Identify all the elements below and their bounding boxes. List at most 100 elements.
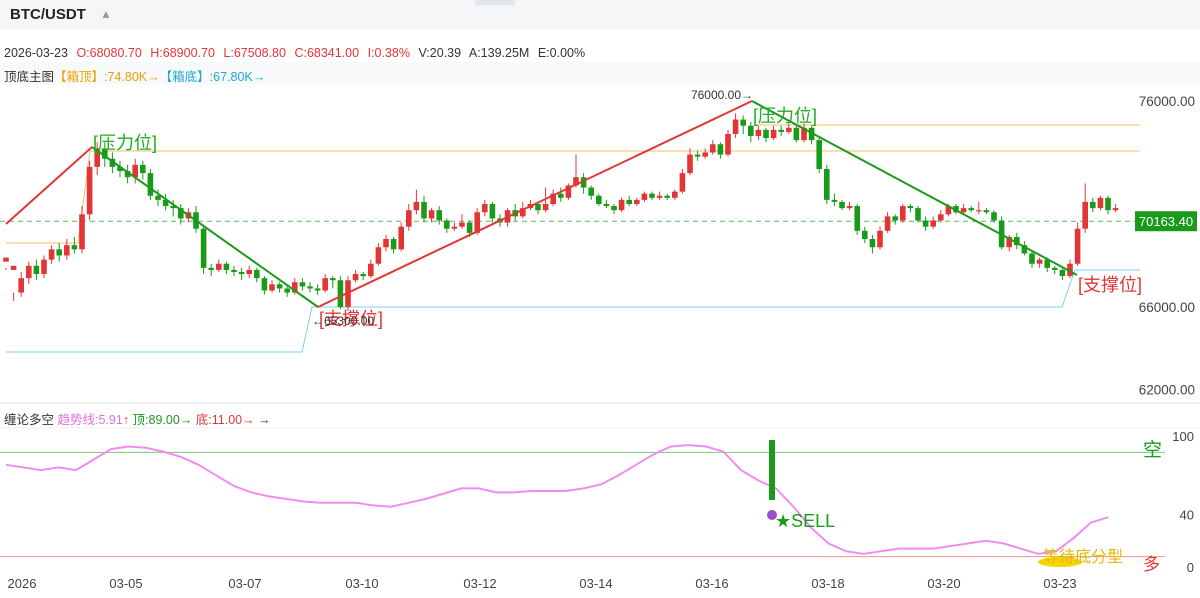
- main-indicator-name[interactable]: 顶底主图: [4, 70, 55, 84]
- box-bottom-label: 【箱底】: [159, 70, 210, 84]
- candle-body: [1021, 245, 1028, 254]
- candle-body: [41, 259, 47, 275]
- sell-signal-bar: [769, 440, 775, 500]
- candle-body: [140, 164, 146, 174]
- candle-body: [1059, 269, 1066, 277]
- box-top-line-early: [6, 150, 1140, 244]
- candle-body: [1036, 259, 1043, 264]
- candle-body: [793, 127, 800, 141]
- time-axis-label: 03-10: [345, 576, 378, 591]
- time-axis-label: 03-18: [811, 576, 844, 591]
- candle-body: [801, 127, 807, 141]
- waiting-signal-label: 等待底分型: [1043, 548, 1123, 566]
- candle-body: [892, 216, 898, 221]
- main-indicator-bar: [0, 62, 1200, 84]
- peak-price-label: 76000.00→: [691, 88, 753, 102]
- pressure-annotation: [压力位]: [753, 106, 817, 126]
- candle-body: [216, 263, 222, 270]
- candle-body: [687, 154, 693, 174]
- uptrend-line-2: [317, 100, 753, 308]
- candle-body: [596, 195, 602, 204]
- candle-body: [938, 214, 944, 221]
- candle-body: [307, 286, 313, 289]
- candle-body: [48, 249, 55, 260]
- short-signal-label: 空: [1143, 439, 1162, 461]
- candle-body: [1052, 267, 1058, 270]
- candle-body: [444, 220, 450, 229]
- candle-body: [178, 208, 184, 219]
- candle-body: [786, 127, 792, 132]
- uptrend-line-1: [5, 146, 93, 225]
- candle-body: [1044, 259, 1050, 268]
- candle-body: [1029, 253, 1035, 264]
- bottom-level-value: 底:11.00→: [195, 413, 255, 427]
- candle-body: [854, 206, 860, 231]
- candle-body: [900, 206, 906, 221]
- candle-body: [694, 154, 701, 157]
- candle-body: [352, 274, 359, 281]
- sub-indicator-legend[interactable]: 缠论多空 趋势线:5.91↑ 顶:89.00→ 底:11.00→ →: [4, 409, 271, 428]
- candle-body: [375, 247, 382, 264]
- top-header: [0, 0, 1200, 30]
- candle-body: [360, 274, 366, 277]
- candle-body: [748, 125, 754, 137]
- time-axis-label: 2026: [8, 576, 37, 591]
- candle-body: [436, 210, 442, 221]
- pressure-annotation: [压力位]: [93, 133, 157, 153]
- candle-body: [1097, 197, 1104, 209]
- ohlc-volume: V:20.39: [418, 46, 462, 60]
- candle-body: [664, 195, 670, 198]
- candle-body: [269, 284, 275, 291]
- candle-body: [991, 212, 997, 221]
- candle-body: [383, 239, 389, 248]
- candle-body: [656, 195, 663, 198]
- candle-body: [831, 199, 838, 202]
- candle-body: [238, 271, 245, 275]
- candle-body: [702, 152, 708, 157]
- candle-body: [634, 199, 640, 204]
- candle-body: [839, 201, 845, 209]
- support-annotation: [支撑位]: [319, 309, 383, 329]
- main-indicator-legend[interactable]: 顶底主图【箱顶】:74.80K→【箱底】:67.80K→: [4, 66, 265, 85]
- candle-body: [922, 220, 929, 227]
- candle-body: [740, 119, 746, 126]
- symbol-name[interactable]: BTC/USDT: [10, 6, 86, 23]
- time-axis-label: 03-05: [109, 576, 142, 591]
- box-top-value: :74.80K→: [104, 70, 160, 84]
- candle-body: [71, 245, 78, 250]
- candle-body: [1082, 201, 1088, 229]
- candle-body: [573, 177, 579, 186]
- candle-body: [672, 191, 678, 198]
- candle-body: [390, 239, 397, 250]
- candle-body: [915, 208, 921, 221]
- candle-body: [64, 245, 70, 256]
- ohlc-low: L:67508.80: [223, 46, 286, 60]
- candle-body: [1014, 236, 1020, 246]
- candle-body: [869, 239, 876, 248]
- symbol-switch-icon[interactable]: ▲: [100, 7, 112, 21]
- top-level-value: 顶:89.00→: [132, 413, 193, 427]
- candle-body: [535, 204, 541, 211]
- last-price-tag: [1135, 211, 1197, 232]
- candle-body: [155, 195, 161, 200]
- legend-arrow: →: [258, 413, 271, 427]
- candle-body: [246, 269, 252, 275]
- candle-body: [124, 171, 131, 178]
- waiting-highlight: [1038, 557, 1082, 567]
- candle-body: [732, 119, 739, 134]
- candle-body: [421, 201, 427, 219]
- downtrend-line-2: [751, 100, 1078, 276]
- ohlc-amount: A:139.25M: [468, 46, 530, 60]
- candle-body: [770, 129, 777, 139]
- candle-body: [56, 249, 62, 256]
- candle-body: [1105, 197, 1111, 211]
- header-tab-indicator[interactable]: [475, 0, 515, 5]
- candle-body: [109, 158, 116, 167]
- sub-indicator-name[interactable]: 缠论多空: [4, 413, 55, 427]
- candle-body: [550, 193, 556, 204]
- candle-body: [558, 193, 564, 198]
- candle-body: [824, 168, 830, 200]
- candle-body: [428, 210, 435, 219]
- ohlc-e: E:0.00%: [537, 46, 586, 60]
